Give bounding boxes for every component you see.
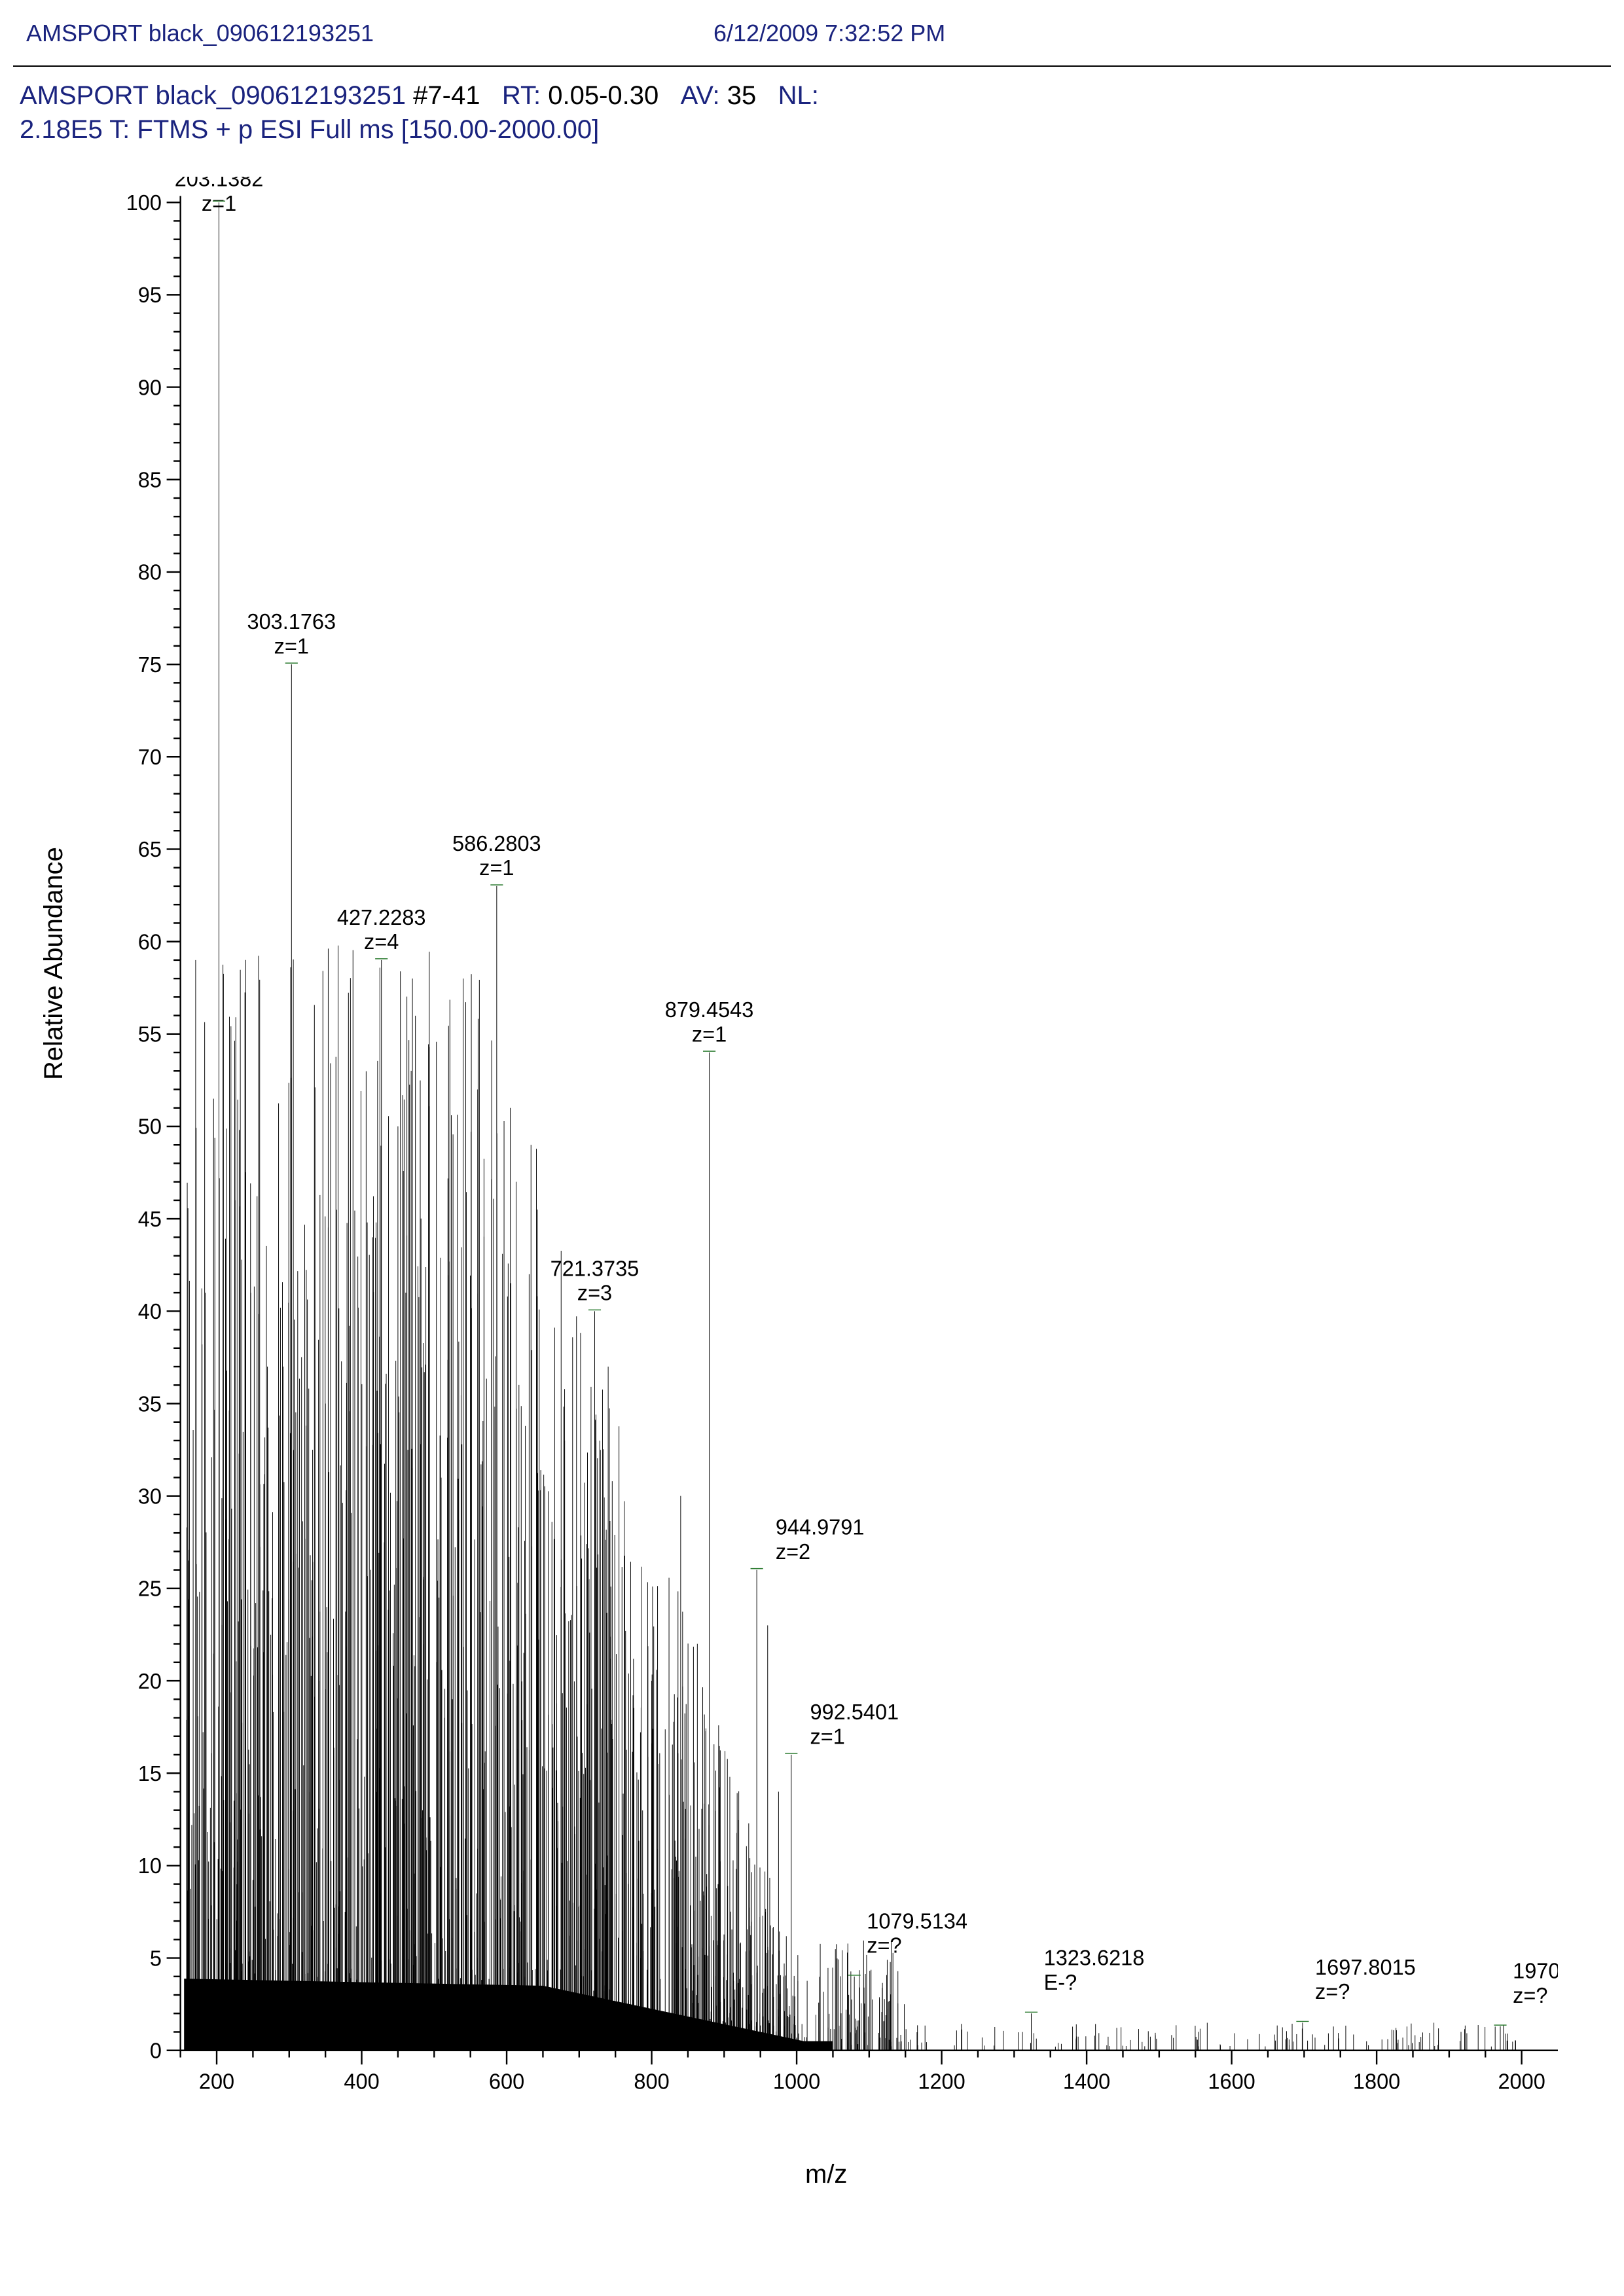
av-value: 35 (727, 81, 757, 110)
scan-info-line1: AMSPORT black_090612193251 #7-41 RT: 0.0… (20, 79, 819, 113)
file-name: AMSPORT black_090612193251 (26, 20, 374, 47)
svg-text:1600: 1600 (1208, 2069, 1255, 2093)
svg-text:15: 15 (138, 1761, 162, 1785)
av-label: AV: (681, 81, 720, 110)
svg-text:35: 35 (138, 1391, 162, 1416)
svg-text:50: 50 (138, 1114, 162, 1138)
svg-text:1200: 1200 (918, 2069, 965, 2093)
svg-text:z=2: z=2 (776, 1539, 810, 1564)
svg-text:879.4543: 879.4543 (665, 997, 754, 1022)
header-divider (13, 65, 1611, 67)
svg-text:600: 600 (489, 2069, 524, 2093)
svg-text:55: 55 (138, 1022, 162, 1046)
svg-text:586.2803: 586.2803 (452, 831, 541, 855)
svg-text:1970.5427: 1970.5427 (1513, 1958, 1558, 1982)
x-axis-label: m/z (805, 2160, 847, 2189)
svg-text:z=?: z=? (867, 1933, 901, 1957)
page: AMSPORT black_090612193251 6/12/2009 7:3… (0, 0, 1624, 2296)
svg-text:z=1: z=1 (479, 855, 514, 880)
svg-text:95: 95 (138, 283, 162, 307)
svg-text:90: 90 (138, 375, 162, 399)
svg-text:z=1: z=1 (810, 1724, 845, 1748)
svg-text:1800: 1800 (1353, 2069, 1400, 2093)
scan-file-prefix: AMSPORT black_090612193251 (20, 81, 413, 110)
svg-text:20: 20 (138, 1668, 162, 1693)
nl-label: NL: (778, 81, 819, 110)
svg-text:z=1: z=1 (202, 191, 236, 215)
svg-text:1079.5134: 1079.5134 (867, 1909, 967, 1933)
svg-text:992.5401: 992.5401 (810, 1700, 899, 1724)
svg-text:1697.8015: 1697.8015 (1315, 1954, 1416, 1979)
svg-text:800: 800 (634, 2069, 669, 2093)
spectrum-plot: 0 5 10 15 20 25 30 35 40 45 50 55 60 65 70 75 80 85 90 95 10… (118, 177, 1558, 2140)
svg-text:80: 80 (138, 560, 162, 584)
svg-text:70: 70 (138, 745, 162, 769)
svg-text:400: 400 (344, 2069, 379, 2093)
svg-text:z=?: z=? (1513, 1982, 1547, 2007)
chart-area: 0 5 10 15 20 25 30 35 40 45 50 55 60 65 70 75 80 85 90 95 10… (118, 177, 1558, 2140)
svg-text:427.2283: 427.2283 (337, 905, 426, 929)
svg-text:200: 200 (199, 2069, 234, 2093)
svg-text:25: 25 (138, 1576, 162, 1600)
rt-value: 0.05-0.30 (548, 81, 659, 110)
svg-text:10: 10 (138, 1854, 162, 1878)
svg-text:1000: 1000 (773, 2069, 820, 2093)
svg-text:z=?: z=? (1315, 1979, 1350, 2003)
svg-text:30: 30 (138, 1484, 162, 1508)
scan-info-line2: 2.18E5 T: FTMS + p ESI Full ms [150.00-2… (20, 113, 819, 147)
svg-text:100: 100 (126, 190, 162, 215)
y-axis-label: Relative Abundance (39, 847, 69, 1080)
svg-text:303.1763: 303.1763 (247, 609, 336, 634)
svg-text:85: 85 (138, 467, 162, 492)
svg-text:z=1: z=1 (692, 1022, 727, 1046)
svg-text:65: 65 (138, 837, 162, 861)
svg-text:40: 40 (138, 1299, 162, 1323)
svg-text:z=4: z=4 (364, 929, 399, 954)
scan-info: AMSPORT black_090612193251 #7-41 RT: 0.0… (20, 79, 819, 147)
svg-text:1323.6218: 1323.6218 (1044, 1945, 1145, 1969)
rt-label: RT: (502, 81, 541, 110)
svg-text:E-?: E-? (1044, 1970, 1077, 1994)
svg-text:5: 5 (150, 1946, 162, 1970)
svg-text:45: 45 (138, 1207, 162, 1231)
file-timestamp: 6/12/2009 7:32:52 PM (713, 20, 945, 47)
svg-text:2000: 2000 (1498, 2069, 1545, 2093)
svg-text:203.1382: 203.1382 (175, 177, 264, 191)
svg-text:z=1: z=1 (274, 634, 309, 658)
scan-range: #7-41 (413, 81, 480, 110)
svg-text:944.9791: 944.9791 (776, 1515, 865, 1539)
svg-text:60: 60 (138, 929, 162, 954)
svg-text:721.3735: 721.3735 (550, 1256, 640, 1280)
svg-text:0: 0 (150, 2038, 162, 2062)
svg-text:75: 75 (138, 652, 162, 676)
svg-text:z=3: z=3 (577, 1280, 612, 1304)
svg-text:1400: 1400 (1063, 2069, 1110, 2093)
file-header: AMSPORT black_090612193251 6/12/2009 7:3… (26, 20, 1598, 59)
